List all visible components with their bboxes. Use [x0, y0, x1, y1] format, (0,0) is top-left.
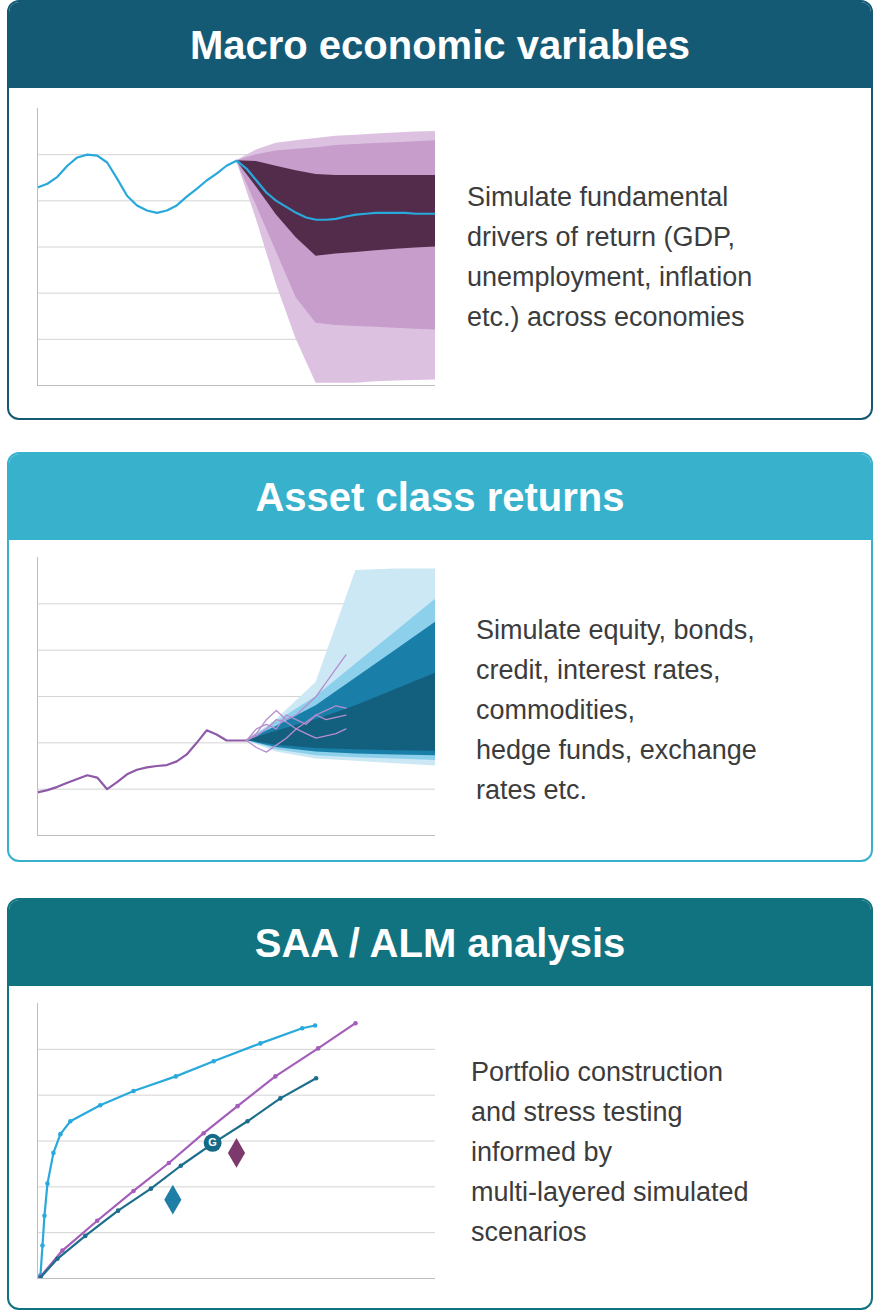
html-text:drivers of return (GDP,: drivers of return (GDP,: [467, 222, 736, 252]
html-text:and stress testing: and stress testing: [471, 1097, 683, 1127]
html-text:Portfolio construction: Portfolio construction: [471, 1057, 724, 1087]
html-text:hedge funds, exchange: hedge funds, exchange: [476, 735, 757, 765]
html-text:commodities,: commodities,: [476, 695, 635, 725]
html-text:informed by: informed by: [471, 1137, 613, 1167]
html-text:credit, interest rates,: credit, interest rates,: [476, 655, 721, 685]
html-text:scenarios: scenarios: [471, 1217, 587, 1247]
svg-text:G: G: [208, 1136, 217, 1148]
html-text:Macro economic variables: Macro economic variables: [189, 22, 691, 67]
html-text:rates etc.: rates etc.: [476, 775, 587, 805]
html-text:etc.) across economies: etc.) across economies: [467, 302, 745, 332]
html-text:SAA / ALM analysis: SAA / ALM analysis: [254, 920, 626, 965]
html-text:Simulate equity, bonds,: Simulate equity, bonds,: [476, 615, 755, 645]
html-text:unemployment, inflation: unemployment, inflation: [467, 262, 753, 292]
html-text:Simulate fundamental: Simulate fundamental: [467, 182, 729, 212]
html-text:Asset class returns: Asset class returns: [255, 474, 625, 519]
html-text:multi-layered simulated: multi-layered simulated: [471, 1177, 749, 1207]
